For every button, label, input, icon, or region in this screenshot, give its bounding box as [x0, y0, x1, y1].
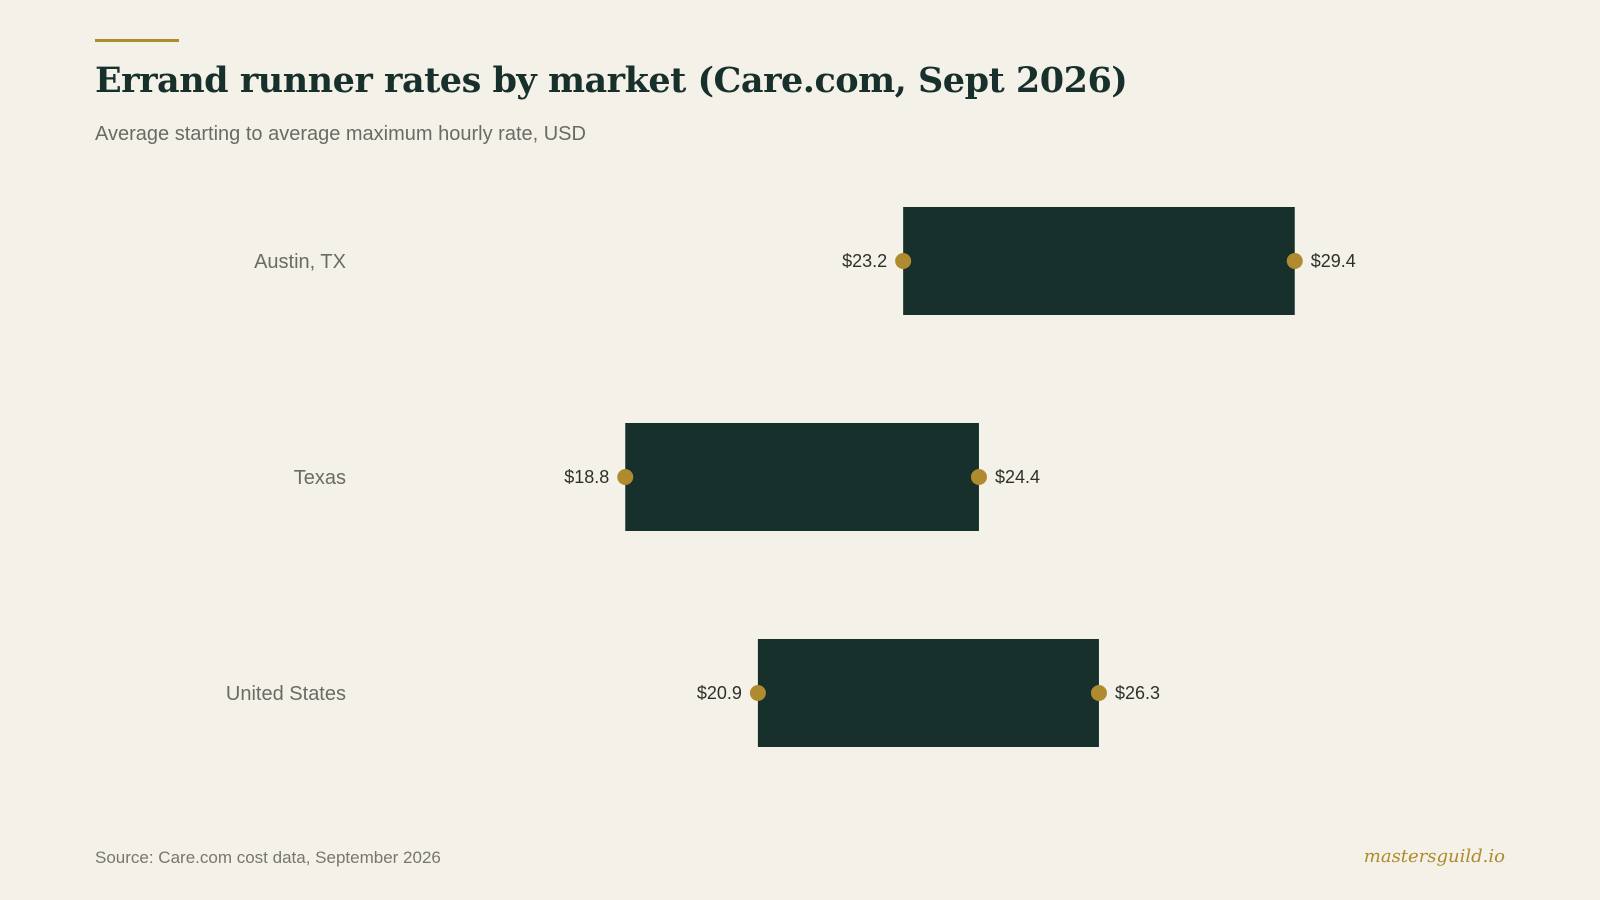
start-point: [895, 253, 912, 269]
source-note: Source: Care.com cost data, September 20…: [95, 848, 441, 867]
end-point: [970, 469, 987, 485]
start-value-label: $18.8: [564, 467, 609, 487]
range-bar: [903, 207, 1295, 315]
start-point: [617, 469, 634, 485]
end-value-label: $24.4: [995, 467, 1040, 487]
category-label: Texas: [294, 467, 346, 489]
category-label: Austin, TX: [254, 251, 346, 273]
start-value-label: $20.9: [697, 683, 742, 703]
chart-title: Errand runner rates by market (Care.com,…: [95, 60, 1128, 101]
category-label: United States: [226, 683, 346, 705]
accent-rule: [95, 39, 179, 42]
brand-logo: mastersguild.io: [1363, 846, 1505, 867]
chart-subtitle: Average starting to average maximum hour…: [95, 123, 586, 145]
start-point: [749, 685, 766, 701]
end-value-label: $29.4: [1311, 251, 1356, 271]
end-value-label: $26.3: [1115, 683, 1160, 703]
end-point: [1090, 685, 1107, 701]
start-value-label: $23.2: [842, 251, 887, 271]
range-bar: [625, 423, 979, 531]
end-point: [1286, 253, 1303, 269]
range-bar: [757, 639, 1099, 747]
